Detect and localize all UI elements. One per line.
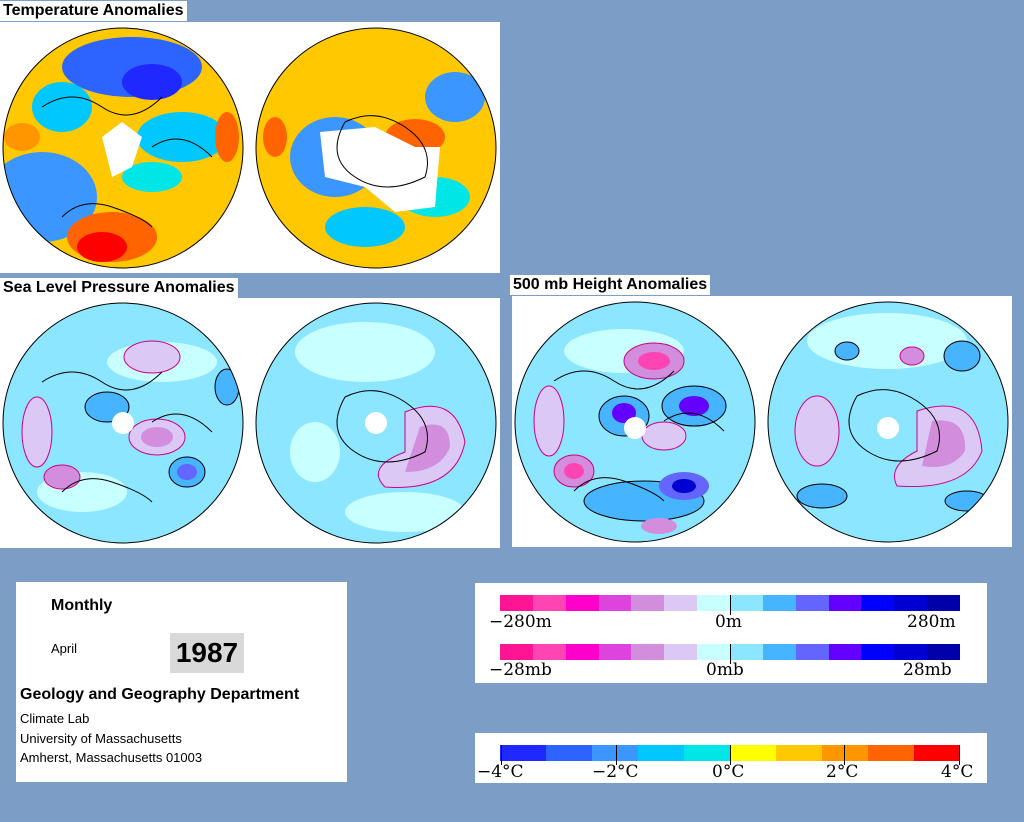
height-min-label: −280m — [489, 612, 552, 632]
temperature-tick-3 — [730, 745, 731, 765]
sea-level-pressure-anomalies-title: Sea Level Pressure Anomalies — [0, 278, 238, 298]
temperature-southern-hemisphere-globe — [255, 27, 497, 269]
slp-south-pole-mask — [365, 412, 387, 434]
temperature-label-3: 0°C — [712, 762, 745, 782]
temperature-tick-5 — [959, 745, 960, 765]
height-max-label: 280m — [907, 612, 956, 632]
height-tick-mid — [730, 595, 731, 615]
month-label: April — [51, 641, 78, 656]
pressure-max-label: 28mb — [903, 660, 952, 680]
period-label: Monthly — [51, 597, 113, 614]
temperature-anomalies-panel — [0, 22, 500, 273]
temperature-northern-hemisphere-globe — [2, 27, 244, 269]
temperature-label-4: 2°C — [826, 762, 859, 782]
temperature-legend: −4°C −2°C 0°C 2°C 4°C — [475, 733, 987, 783]
height-southern-hemisphere-globe — [767, 301, 1009, 543]
lab-label: Climate Lab — [20, 711, 90, 726]
anomaly-legend: −280m 0m 280m −28mb 0mb 28mb — [475, 583, 987, 683]
temperature-tick-2 — [616, 745, 617, 765]
temperature-tick-4 — [844, 745, 845, 765]
temperature-label-1: −4°C — [477, 762, 524, 782]
slp-north-pole-mask — [112, 412, 134, 434]
temperature-label-5: 4°C — [941, 762, 974, 782]
height-color-bar — [500, 595, 961, 611]
pressure-tick-mid — [730, 644, 731, 664]
temperature-label-2: −2°C — [592, 762, 639, 782]
temperature-color-bar — [500, 745, 960, 761]
pressure-color-bar — [500, 644, 961, 660]
temperature-anomalies-title: Temperature Anomalies — [0, 1, 187, 21]
sea-level-pressure-anomalies-panel — [0, 298, 500, 548]
year-label: 1987 — [170, 633, 244, 673]
height-mid-label: 0m — [715, 612, 742, 632]
info-box: Monthly April 1987 Geology and Geography… — [16, 582, 347, 782]
university-label: University of Massachusetts — [20, 731, 182, 746]
height-north-pole-mask — [624, 417, 646, 439]
department-label: Geology and Geography Department — [20, 686, 300, 703]
500mb-height-anomalies-title: 500 mb Height Anomalies — [510, 275, 711, 295]
pressure-min-label: −28mb — [489, 660, 552, 680]
pressure-mid-label: 0mb — [706, 660, 744, 680]
slp-northern-hemisphere-globe — [2, 302, 244, 544]
height-south-pole-mask — [877, 417, 899, 439]
500mb-height-anomalies-panel — [512, 296, 1012, 547]
address-label: Amherst, Massachusetts 01003 — [20, 750, 203, 765]
temperature-tick-1 — [501, 745, 502, 765]
slp-southern-hemisphere-globe — [255, 302, 497, 544]
height-northern-hemisphere-globe — [514, 301, 756, 543]
